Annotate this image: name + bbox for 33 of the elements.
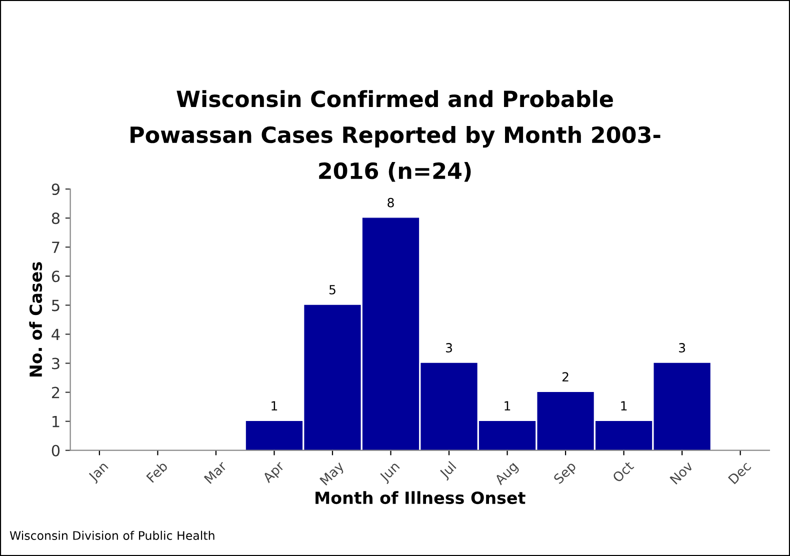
y-tick-label: 3: [52, 358, 60, 370]
y-tick-label: 2: [52, 386, 60, 398]
data-label: 1: [272, 401, 278, 410]
y-tick-label: 8: [52, 212, 60, 224]
x-tick-label: Jul: [438, 460, 458, 481]
x-tick-label: Feb: [146, 460, 168, 483]
x-tick-label: Dec: [728, 460, 752, 484]
x-tick-label: Sep: [553, 460, 578, 486]
x-axis-title: Month of Illness Onset: [316, 491, 526, 504]
x-tick-label: Oct: [612, 460, 634, 483]
x-tick-label: Jan: [88, 461, 110, 484]
x-tick-label: Nov: [670, 460, 694, 485]
x-tick-label: Mar: [204, 460, 228, 484]
chart-title: Wisconsin Confirmed and Probable Powassan Cases Reported by Month 2003- 2016 (n=24): [130, 90, 660, 182]
data-label: 8: [388, 198, 394, 208]
data-label: 1: [621, 401, 627, 410]
x-tick-label: Apr: [262, 460, 287, 486]
bar: [654, 362, 710, 450]
y-axis-title: No. of Cases: [29, 262, 42, 376]
text: Wisconsin Division of Public Health: [10, 530, 214, 540]
y-tick-label: 9: [52, 184, 60, 196]
data-label: 5: [329, 285, 336, 294]
data-label: 3: [446, 343, 452, 352]
y-tick-label: 5: [52, 300, 60, 312]
y-tick-label: 6: [52, 270, 60, 282]
y-tick-label: 0: [52, 444, 60, 456]
data-label: 2: [562, 372, 568, 382]
data-label: 1: [504, 401, 510, 410]
data-label: 3: [679, 343, 686, 352]
y-tick-label: 7: [52, 242, 60, 253]
y-tick-label: 4: [52, 328, 60, 340]
x-tick-label: Jun: [378, 461, 402, 484]
y-tick-label: 1: [52, 416, 60, 428]
